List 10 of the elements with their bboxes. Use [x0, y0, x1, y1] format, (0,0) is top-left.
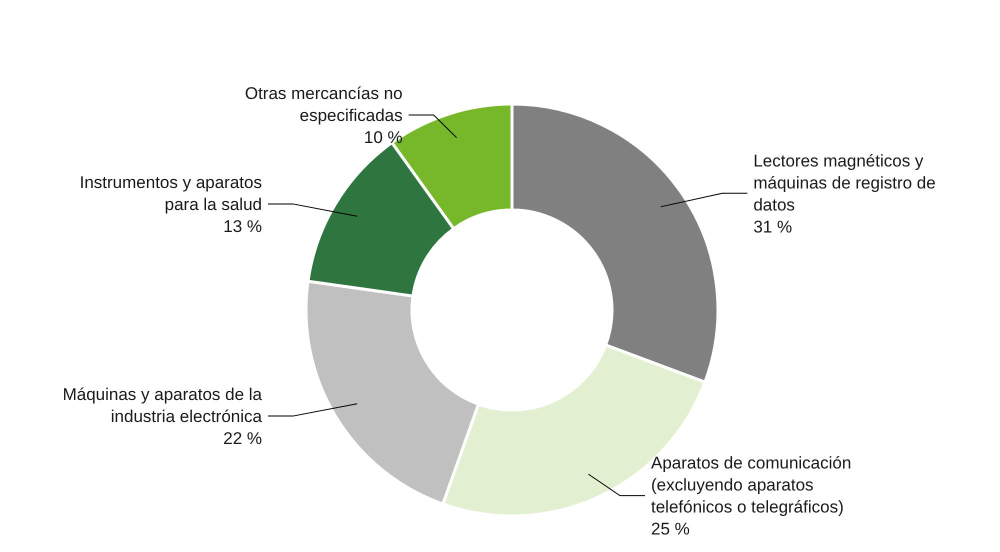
slice-label: Lectores magnéticos y máquinas de registro de datos [753, 151, 936, 214]
slice-label: Otras mercancías no especificadas [244, 84, 403, 126]
slice-label: Instrumentos y aparatos para la salud [80, 172, 262, 214]
data-label: 25 % [650, 520, 690, 539]
data-label: 22 % [223, 429, 262, 448]
data-label: 10 % [364, 128, 403, 148]
data-label: 13 % [223, 216, 262, 236]
data-label: 31 % [753, 217, 792, 236]
slice-label: Máquinas y aparatos de la industria electrónica [62, 385, 263, 426]
slice-label: Aparatos de comunicación (excluyendo aparatos telefónicos o telegráficos) [650, 454, 852, 517]
